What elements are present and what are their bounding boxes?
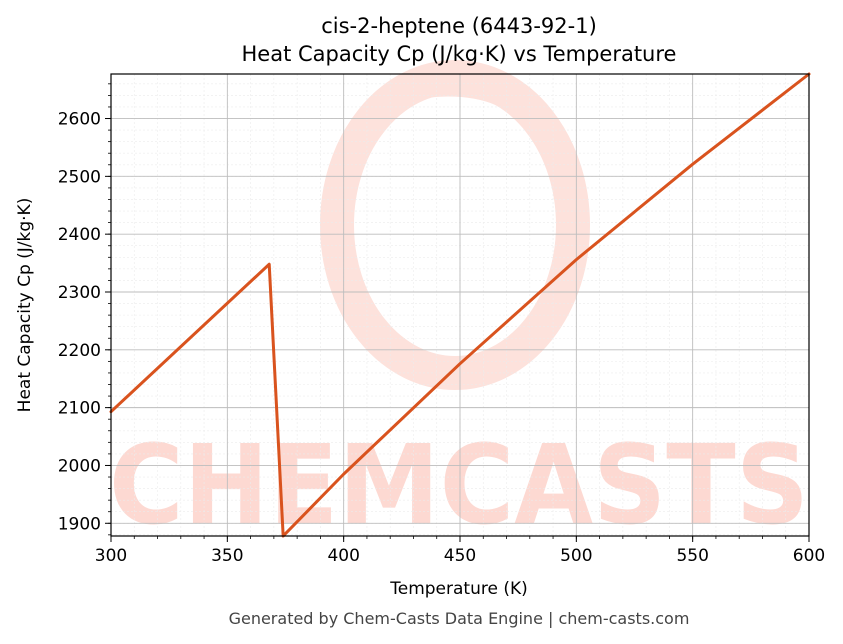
x-axis-label: Temperature (K)	[389, 579, 528, 599]
x-tick-label: 400	[327, 546, 359, 566]
watermark: CHEMCASTS	[109, 60, 809, 549]
x-tick-label: 300	[95, 546, 127, 566]
y-tick-label: 2300	[58, 283, 101, 303]
x-axis-ticks: 300 350 400 450 500 550 600	[95, 536, 825, 566]
y-axis-ticks: 1900 2000 2100 2200 2300 2400 2500 2600	[58, 83, 111, 536]
x-tick-label: 450	[444, 546, 476, 566]
chart-subtitle: Heat Capacity Cp (J/kg·K) vs Temperature	[242, 42, 677, 66]
y-tick-label: 2200	[58, 341, 101, 361]
y-tick-label: 2600	[58, 110, 101, 130]
watermark-swirl-tail	[398, 82, 562, 163]
x-tick-label: 550	[676, 546, 708, 566]
watermark-text: CHEMCASTS	[109, 421, 809, 549]
y-axis-label: Heat Capacity Cp (J/kg·K)	[15, 198, 35, 413]
x-tick-label: 600	[793, 546, 825, 566]
x-tick-label: 350	[211, 546, 243, 566]
series-layer	[109, 72, 811, 538]
y-tick-label: 2100	[58, 399, 101, 419]
major-grid	[110, 74, 810, 536]
footer-credit: Generated by Chem-Casts Data Engine | ch…	[229, 609, 690, 628]
series-line-0	[109, 72, 811, 538]
y-tick-label: 1900	[58, 514, 101, 534]
y-tick-label: 2000	[58, 456, 101, 476]
x-tick-label: 500	[560, 546, 592, 566]
chart-title: cis-2-heptene (6443-92-1)	[321, 14, 597, 38]
y-tick-label: 2400	[58, 225, 101, 245]
y-tick-label: 2500	[58, 167, 101, 187]
